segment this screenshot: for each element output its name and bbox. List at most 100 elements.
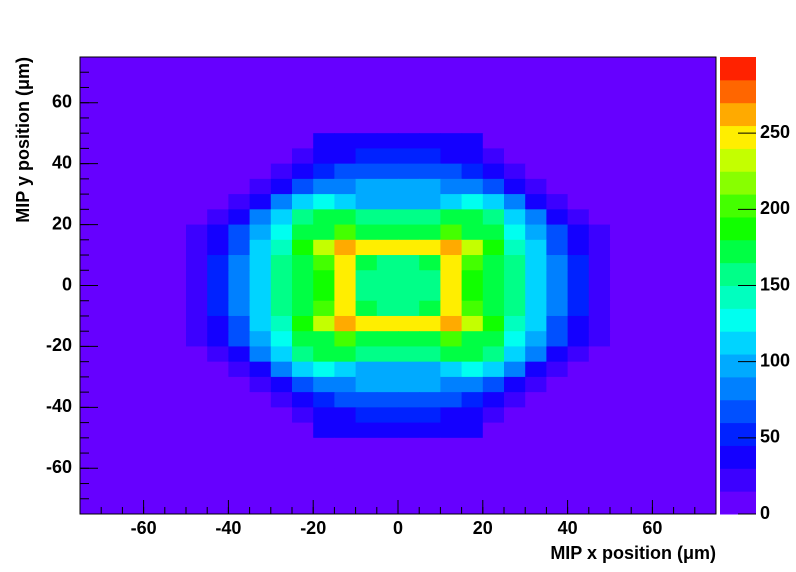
heat-cell: [461, 163, 484, 180]
heat-cell: [376, 255, 399, 271]
heat-cell: [652, 194, 675, 210]
heat-cell: [610, 72, 632, 88]
heat-cell: [398, 133, 420, 149]
heat-cell: [270, 361, 293, 378]
heat-cell: [355, 87, 378, 104]
heat-cell: [419, 315, 441, 332]
heat-cell: [631, 285, 653, 302]
heat-cell: [546, 498, 569, 515]
heat-cell: [270, 224, 293, 241]
heat-cell: [143, 453, 166, 469]
heat-cell: [80, 133, 102, 149]
heat-cell: [504, 346, 526, 363]
heat-cell: [673, 361, 696, 378]
heat-cell: [546, 57, 569, 73]
heat-cell: [419, 72, 441, 88]
heat-cell: [482, 72, 505, 88]
heat-cell: [546, 315, 569, 332]
heat-cell: [398, 117, 420, 134]
heat-cell: [440, 453, 463, 469]
heat-cell: [461, 376, 484, 393]
heat-cell: [461, 255, 484, 271]
heat-cell: [546, 102, 569, 119]
heat-cell: [482, 422, 505, 439]
heat-cell: [270, 117, 293, 134]
heat-cell: [694, 453, 717, 469]
heat-cell: [504, 163, 526, 180]
heat-cell: [228, 315, 251, 332]
heat-cell: [376, 209, 399, 226]
heat-cell: [546, 331, 569, 347]
heat-cell: [398, 57, 420, 73]
heat-cell: [694, 376, 717, 393]
heat-cell: [652, 57, 675, 73]
heat-cell: [631, 392, 653, 408]
heat-cell: [673, 72, 696, 88]
heat-cell: [270, 163, 293, 180]
heat-cell: [207, 437, 229, 454]
heat-cell: [249, 239, 272, 256]
heat-cell: [207, 270, 229, 286]
heat-cell: [101, 270, 123, 286]
heat-cell: [567, 361, 590, 378]
heat-cell: [143, 331, 166, 347]
heat-cell: [461, 57, 484, 73]
heat-cell: [504, 285, 526, 302]
heat-cell: [122, 270, 145, 286]
heat-cell: [207, 468, 229, 485]
heat-cell: [504, 407, 526, 424]
heat-cell: [270, 498, 293, 515]
heat-cell: [398, 148, 420, 165]
heat-cell: [101, 102, 123, 119]
heat-cell: [652, 285, 675, 302]
heat-cell: [80, 376, 102, 393]
heat-cell: [355, 376, 378, 393]
heat-cell: [164, 57, 187, 73]
heat-cell: [482, 285, 505, 302]
heat-cell: [504, 209, 526, 226]
heat-cell: [482, 148, 505, 165]
heat-cell: [143, 468, 166, 485]
heat-cell: [292, 483, 314, 500]
heat-cell: [461, 148, 484, 165]
heat-cell: [270, 178, 293, 195]
heat-cell: [673, 163, 696, 180]
heat-cell: [101, 331, 123, 347]
heat-cell: [419, 346, 441, 363]
heat-cell: [355, 361, 378, 378]
heat-cell: [567, 376, 590, 393]
heat-cell: [355, 498, 378, 515]
heat-cell: [652, 300, 675, 317]
heat-cell: [694, 483, 717, 500]
heat-cell: [186, 270, 208, 286]
heat-cell: [270, 57, 293, 73]
heat-cell: [334, 483, 357, 500]
heat-cell: [398, 72, 420, 88]
heat-cell: [673, 148, 696, 165]
heat-cell: [610, 255, 632, 271]
heat-cell: [313, 148, 335, 165]
heat-cell: [186, 178, 208, 195]
heat-cell: [228, 72, 251, 88]
heat-cell: [334, 133, 357, 149]
heat-cell: [631, 437, 653, 454]
heat-cell: [122, 392, 145, 408]
heat-cell: [631, 376, 653, 393]
heat-cell: [376, 194, 399, 210]
y-tick-label: 40: [52, 152, 72, 172]
heat-cell: [376, 102, 399, 119]
heat-cell: [567, 163, 590, 180]
heat-cell: [122, 133, 145, 149]
heat-cell: [270, 87, 293, 104]
heat-cell: [164, 178, 187, 195]
heat-cell: [588, 133, 611, 149]
heat-cell: [80, 407, 102, 424]
heat-cell: [270, 148, 293, 165]
heat-cell: [355, 209, 378, 226]
heat-cell: [355, 133, 378, 149]
heat-cell: [673, 270, 696, 286]
heat-cell: [207, 178, 229, 195]
heat-cell: [122, 483, 145, 500]
heat-cell: [334, 285, 357, 302]
heat-cell: [355, 255, 378, 271]
